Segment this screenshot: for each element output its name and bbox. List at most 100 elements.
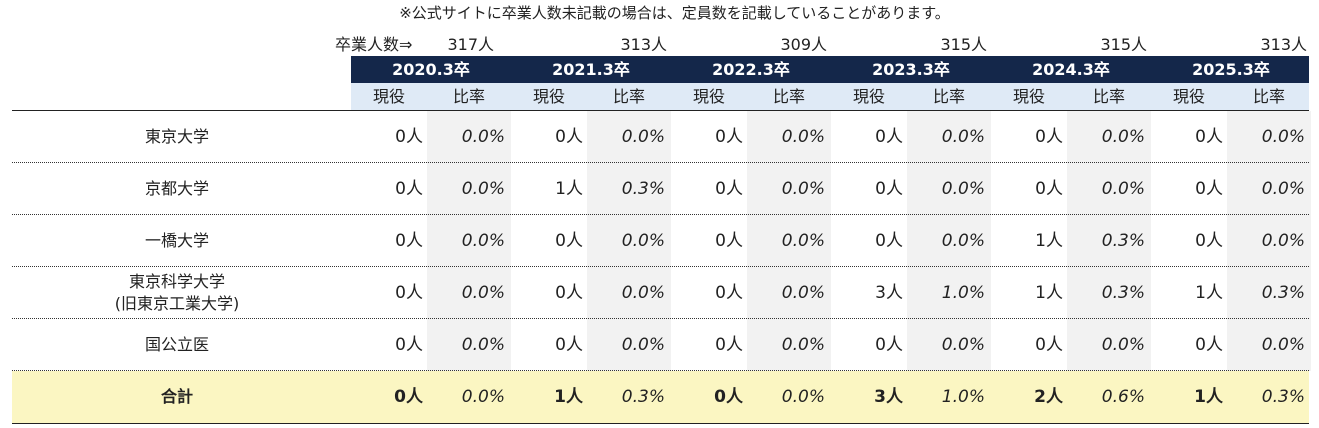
count-cell: 0人	[395, 231, 423, 251]
university-name-line: 国公立医	[144, 335, 209, 354]
ratio-cell: 0.0%	[941, 179, 985, 199]
count-cell: 0人	[555, 283, 583, 303]
ratio-column-shade	[907, 111, 991, 371]
ratio-cell: 0.3%	[621, 387, 665, 407]
university-name: 東京科学大学 (旧東京工業大学)	[12, 267, 342, 319]
ratio-cell: 0.0%	[941, 335, 985, 355]
count-cell: 0人	[1035, 179, 1063, 199]
total-row-background	[12, 371, 1309, 423]
ratio-column-shade	[747, 111, 831, 371]
count-cell: 0人	[715, 283, 743, 303]
graduate-count: 313人	[620, 35, 667, 54]
count-cell: 0人	[555, 231, 583, 251]
ratio-cell: 0.0%	[461, 179, 505, 199]
ratio-cell: 0.3%	[1101, 283, 1145, 303]
count-cell: 0人	[395, 179, 423, 199]
ratio-cell: 0.0%	[621, 231, 665, 251]
ratio-column-shade	[1227, 111, 1311, 371]
ratio-cell: 0.3%	[1261, 387, 1305, 407]
ratio-cell: 0.0%	[781, 127, 825, 147]
ratio-cell: 0.0%	[1261, 231, 1305, 251]
ratio-cell: 0.0%	[1261, 179, 1305, 199]
table-row: 東京科学大学 (旧東京工業大学) 0人 0.0% 0人 0.0% 0人 0.0% 3人 1.0% 1…	[12, 267, 1309, 319]
subheader-ratio: 比率	[1252, 87, 1285, 106]
ratio-cell: 0.3%	[621, 179, 665, 199]
table-row: 京都大学 0人 0.0% 1人 0.3% 0人 0.0% 0人 0.0% 0人 0.0% 0人 0.0%	[12, 163, 1309, 215]
row-divider	[12, 370, 1309, 371]
ratio-cell: 0.6%	[1101, 387, 1145, 407]
year-header: 2020.3卒	[392, 60, 470, 79]
count-cell: 1人	[1035, 231, 1063, 251]
ratio-cell: 0.0%	[1101, 127, 1145, 147]
count-cell: 0人	[555, 127, 583, 147]
count-cell: 0人	[1195, 335, 1223, 355]
university-name-line: 京都大学	[144, 179, 209, 198]
count-cell: 1人	[1194, 387, 1223, 407]
count-cell: 2人	[1034, 387, 1063, 407]
university-name-line: (旧東京工業大学)	[114, 294, 240, 313]
count-cell: 3人	[875, 283, 903, 303]
subheader-ratio: 比率	[772, 87, 805, 106]
table-row: 東京大学 0人 0.0% 0人 0.0% 0人 0.0% 0人 0.0% 0人 0.0% 0人 0.0%	[12, 111, 1309, 163]
subheader-ratio: 比率	[452, 87, 485, 106]
count-cell: 1人	[555, 179, 583, 199]
count-cell: 0人	[1195, 179, 1223, 199]
ratio-cell: 1.0%	[941, 283, 985, 303]
ratio-cell: 0.3%	[1261, 283, 1305, 303]
ratio-cell: 0.0%	[621, 283, 665, 303]
count-cell: 0人	[395, 283, 423, 303]
count-cell: 0人	[1035, 335, 1063, 355]
ratio-cell: 0.0%	[1261, 335, 1305, 355]
university-name: 合計	[12, 371, 342, 423]
graduate-count: 315人	[1100, 35, 1147, 54]
ratio-cell: 0.0%	[781, 283, 825, 303]
count-cell: 0人	[1195, 127, 1223, 147]
university-name: 東京大学	[12, 111, 342, 163]
subheader-ratio: 比率	[932, 87, 965, 106]
subheader-ratio: 比率	[612, 87, 645, 106]
ratio-column-shade	[1067, 111, 1151, 371]
count-cell: 0人	[875, 335, 903, 355]
ratio-cell: 1.0%	[941, 387, 985, 407]
row-divider	[12, 318, 1309, 319]
row-divider	[12, 266, 1309, 267]
count-cell: 1人	[1035, 283, 1063, 303]
row-divider	[12, 214, 1309, 215]
count-cell: 0人	[395, 335, 423, 355]
count-cell: 0人	[394, 387, 423, 407]
year-header: 2025.3卒	[1192, 60, 1270, 79]
ratio-cell: 0.0%	[781, 335, 825, 355]
ratio-cell: 0.0%	[1101, 179, 1145, 199]
university-name-line: 合計	[160, 387, 193, 406]
count-cell: 0人	[1195, 231, 1223, 251]
ratio-cell: 0.0%	[621, 335, 665, 355]
university-name: 京都大学	[12, 163, 342, 215]
university-name: 一橋大学	[12, 215, 342, 267]
total-row: 合計 0人 0.0% 1人 0.3% 0人 0.0% 3人 1.0% 2人 0.6% 1人 0.3%	[12, 371, 1309, 423]
graduates-label: 卒業人数⇒	[335, 35, 413, 54]
count-cell: 3人	[874, 387, 903, 407]
ratio-cell: 0.0%	[941, 231, 985, 251]
subheader-current: 現役	[1172, 87, 1205, 106]
count-cell: 0人	[395, 127, 423, 147]
table-row: 国公立医 0人 0.0% 0人 0.0% 0人 0.0% 0人 0.0% 0人 0.0% 0人 0.0%	[12, 319, 1309, 371]
subheader-ratio: 比率	[1092, 87, 1125, 106]
count-cell: 0人	[555, 335, 583, 355]
table-top-border	[12, 110, 1309, 111]
count-cell: 0人	[1035, 127, 1063, 147]
count-cell: 0人	[875, 179, 903, 199]
ratio-cell: 0.0%	[461, 335, 505, 355]
count-cell: 1人	[554, 387, 583, 407]
year-header: 2022.3卒	[712, 60, 790, 79]
university-name-line: 東京大学	[144, 127, 209, 146]
count-cell: 0人	[715, 231, 743, 251]
count-cell: 0人	[715, 127, 743, 147]
subheader-current: 現役	[852, 87, 885, 106]
graduates-row: 卒業人数⇒ 317人 313人 309人 315人 315人 313人	[0, 31, 1319, 54]
subheader-row: 現役 比率 現役 比率 現役 比率 現役 比率 現役 比率 現役 比率	[351, 83, 1309, 110]
subheader-current: 現役	[1012, 87, 1045, 106]
count-cell: 1人	[1195, 283, 1223, 303]
count-cell: 0人	[715, 179, 743, 199]
ratio-column-shade	[427, 111, 511, 371]
count-cell: 0人	[875, 231, 903, 251]
